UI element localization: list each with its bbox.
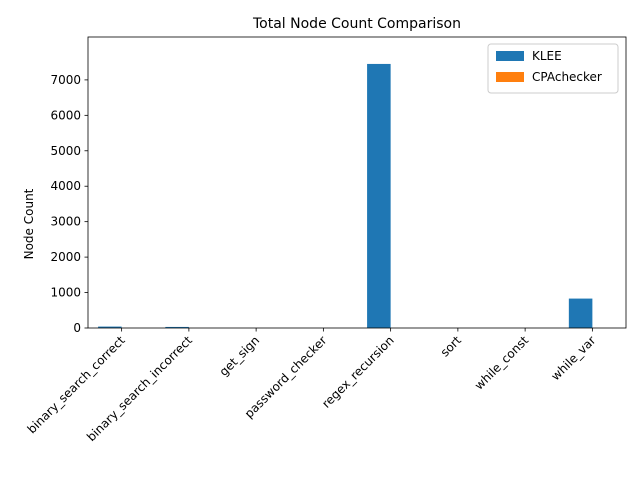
bar-klee-while_var: [568, 298, 593, 328]
x-tick-label: sort: [438, 333, 465, 360]
y-tick-label: 2000: [50, 250, 81, 264]
bar-klee-binary_search_correct: [98, 326, 122, 328]
legend-label-cpachecker: CPAchecker: [532, 70, 602, 84]
x-tick-label: while_var: [548, 333, 598, 383]
axes-frame: [87, 36, 627, 329]
y-tick-label: 7000: [50, 73, 81, 87]
bar-klee-binary_search_incorrect: [165, 326, 189, 328]
y-tick-label: 1000: [50, 286, 81, 300]
legend-swatch-klee: [496, 51, 524, 61]
y-tick-label: 6000: [50, 108, 81, 122]
y-tick-label: 4000: [50, 179, 81, 193]
chart-title: Total Node Count Comparison: [252, 16, 461, 32]
bar-klee-regex_recursion: [367, 63, 391, 328]
legend-label-klee: KLEE: [532, 49, 562, 63]
x-tick-label: while_const: [472, 333, 532, 393]
y-tick-label: 0: [73, 321, 81, 335]
y-tick-label: 3000: [50, 215, 81, 229]
legend-swatch-cpachecker: [496, 72, 524, 82]
y-axis-label: Node Count: [22, 188, 36, 259]
legend: KLEE CPAchecker: [487, 43, 619, 94]
y-tick-label: 5000: [50, 144, 81, 158]
x-tick-label: regex_recursion: [319, 333, 397, 411]
x-tick-label: get_sign: [217, 333, 263, 379]
plot-area: 01000200030004000500060007000binary_sear…: [25, 36, 627, 444]
